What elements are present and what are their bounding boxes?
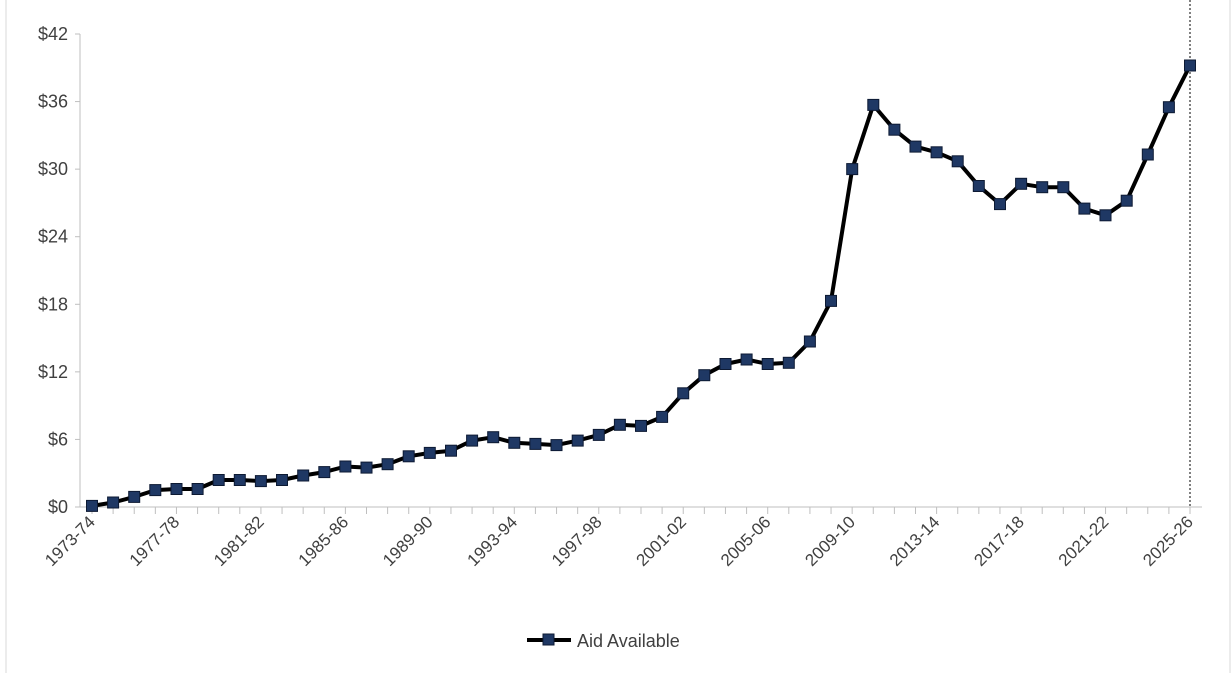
data-point [276,474,288,486]
plot-series [86,0,1196,512]
data-point [86,499,98,512]
x-tick-label: 2017-18 [970,512,1028,570]
data-point [149,484,162,497]
data-point [487,431,500,444]
y-tick-label: $30 [38,159,68,179]
data-point [402,450,415,463]
data-point [719,358,732,370]
data-point [128,490,141,503]
x-tick-label: 2005-06 [717,512,775,570]
y-tick-label: $42 [38,24,68,44]
data-point [930,146,943,159]
data-point [867,98,880,111]
data-point [381,458,394,471]
x-tick-label: 2001-02 [633,512,691,570]
data-point [782,356,795,369]
data-point [825,294,837,307]
legend-marker-swatch [542,633,555,646]
data-point [635,419,647,432]
data-point [466,434,479,447]
data-point [740,353,753,366]
data-point [1057,181,1070,194]
data-point [529,437,542,450]
data-point [191,483,204,495]
data-point [909,140,922,153]
series-line-0 [91,64,1192,508]
data-point [846,163,859,176]
x-tick-label: 1985-86 [295,512,353,570]
data-point [254,475,267,488]
data-point [339,460,352,473]
legend-label-aid-available: Aid Available [577,631,680,651]
data-point [1162,101,1175,114]
data-point [698,369,711,382]
data-point [677,387,690,400]
data-point [1141,148,1154,161]
x-tick-label: 2025-26 [1139,512,1197,570]
data-point [508,436,521,449]
data-point [1184,59,1196,72]
y-tick-label: $24 [38,227,68,247]
x-tick-label: 1993-94 [464,512,522,570]
data-point [445,444,457,457]
y-tick-label: $18 [38,294,68,314]
data-point [888,123,901,136]
data-point [613,418,626,431]
data-point [107,496,120,509]
data-point [318,466,331,479]
data-point [592,428,605,441]
x-tick-label: 1977-78 [126,512,184,570]
data-point [972,180,985,192]
data-point [571,434,584,447]
x-tick-label: 1973-74 [41,512,99,570]
data-point [233,474,246,486]
data-point [761,358,774,370]
data-point [170,483,183,495]
x-tick-label: 2021-22 [1055,512,1113,570]
legend: Aid Available [527,631,680,651]
data-point [360,461,373,474]
y-axis: $0 $6 $12 $18 $24 $30 $36 $42 [38,24,81,517]
x-tick-label: 2013-14 [886,512,944,570]
data-point [297,469,310,482]
data-point [656,410,669,423]
data-point [212,474,225,486]
y-tick-label: $0 [48,497,68,517]
x-tick-label: 1989-90 [379,512,437,570]
data-point [803,335,816,348]
data-point [1099,209,1112,222]
data-point [1078,202,1091,215]
data-point [423,446,436,459]
y-tick-label: $36 [38,92,68,112]
chart-border [5,0,1231,678]
data-point [1015,177,1028,190]
y-tick-label: $6 [48,429,68,449]
x-tick-label: 2009-10 [801,512,859,570]
data-point [1120,194,1133,207]
data-point [550,439,563,452]
x-axis: 1973-74 1977-78 1981-82 1985-86 1989-90 1993-… [41,506,1202,570]
x-tick-label: 1981-82 [210,512,268,570]
x-tick-label: 1997-98 [548,512,606,570]
y-tick-label: $12 [38,362,68,382]
data-point [994,198,1006,211]
data-point [1036,181,1049,194]
data-point [951,155,964,168]
